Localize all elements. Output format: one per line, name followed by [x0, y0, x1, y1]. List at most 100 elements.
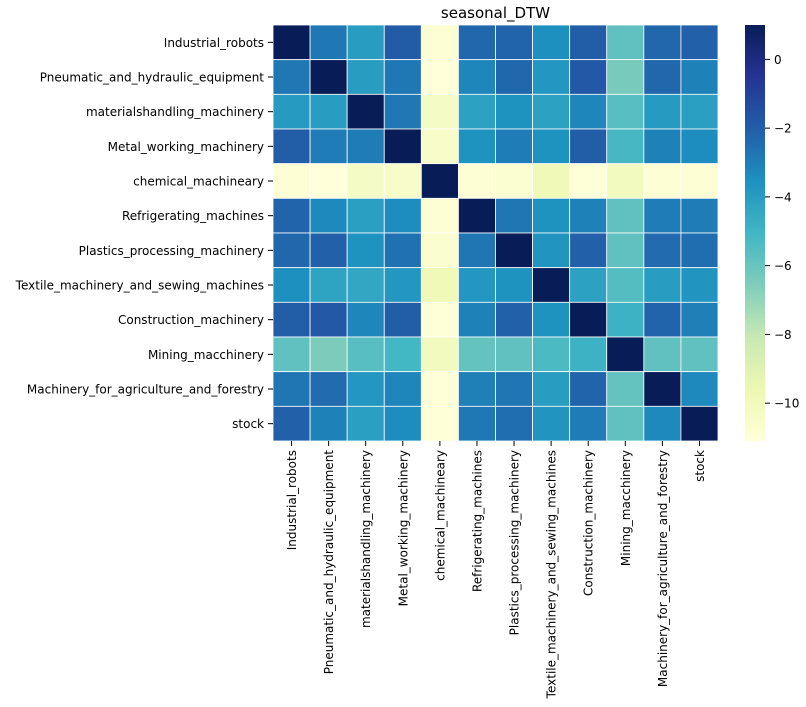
heatmap-cell: [458, 232, 496, 269]
heatmap-cell: [680, 301, 719, 338]
column-label: Machinery_for_agriculture_and_forestry: [656, 450, 670, 687]
heatmap-cell: [569, 163, 608, 199]
heatmap-cell: [606, 197, 645, 234]
heatmap-cell: [643, 197, 682, 234]
heatmap-cell: [680, 59, 719, 95]
heatmap-cell: [420, 267, 459, 303]
column-labels: Industrial_robots Pneumatic_and_hydraulic…: [285, 441, 707, 699]
heatmap-cell: [532, 24, 571, 61]
heatmap-cell: [309, 405, 348, 442]
colorbar-tick-label: −4: [774, 190, 792, 204]
heatmap-cell: [383, 405, 422, 442]
heatmap-cell: [272, 128, 311, 165]
heatmap-cell: [532, 93, 571, 130]
row-label: Pneumatic_and_hydraulic_equipment: [40, 71, 265, 85]
heatmap-cell: [346, 24, 385, 61]
heatmap-cell: [606, 163, 645, 199]
heatmap-cell: [458, 128, 496, 165]
heatmap-cell: [346, 232, 385, 269]
heatmap-cell: [346, 59, 385, 95]
colorbar-gradient: [745, 25, 765, 441]
colorbar-tick-label: −10: [774, 397, 799, 411]
heatmap-cell: [420, 197, 459, 234]
heatmap-cell: [346, 301, 385, 338]
heatmap-cell: [680, 267, 719, 303]
heatmap-cell: [420, 371, 459, 407]
heatmap-cell: [272, 232, 311, 269]
row-label: Textile_machinery_and_sewing_machines: [15, 279, 264, 293]
heatmap-cell: [532, 405, 571, 442]
heatmap-cell: [569, 59, 608, 95]
row-label: Metal_working_machinery: [108, 140, 264, 154]
heatmap-cell: [346, 336, 385, 373]
heatmap-cell: [346, 371, 385, 407]
heatmap-cell: [495, 59, 533, 95]
heatmap-cell: [680, 405, 719, 442]
heatmap-cell: [606, 301, 645, 338]
heatmap-cell: [643, 163, 682, 199]
heatmap-cell: [420, 301, 459, 338]
heatmap-cell: [309, 128, 348, 165]
row-label: Machinery_for_agriculture_and_forestry: [27, 383, 264, 397]
heatmap-cell: [643, 59, 682, 95]
heatmap-cell: [383, 371, 422, 407]
heatmap-cell: [606, 371, 645, 407]
heatmap-cell: [309, 163, 348, 199]
column-label: Construction_machinery: [582, 450, 596, 596]
heatmap-cell: [272, 301, 311, 338]
heatmap-cell: [680, 128, 719, 165]
heatmap-cell: [383, 301, 422, 338]
heatmap-cell: [643, 267, 682, 303]
heatmap-cell: [680, 93, 719, 130]
colorbar: 0 −2 −4 −6 −8 −10: [745, 25, 799, 441]
heatmap-cell: [495, 336, 533, 373]
heatmap-cell: [458, 371, 496, 407]
heatmap-cell: [383, 128, 422, 165]
heatmap-cell: [309, 267, 348, 303]
colorbar-tick-label: −6: [774, 259, 792, 273]
heatmap-cell: [420, 405, 459, 442]
colorbar-tick-label: −2: [774, 122, 792, 136]
heatmap-cell: [458, 336, 496, 373]
heatmap-cell: [383, 197, 422, 234]
heatmap-cell: [643, 371, 682, 407]
heatmap-cell: [680, 197, 719, 234]
heatmap-cell: [272, 197, 311, 234]
heatmap-cell: [532, 59, 571, 95]
heatmap-cell: [495, 232, 533, 269]
heatmap-cell: [272, 405, 311, 442]
heatmap-cell: [420, 232, 459, 269]
heatmap-cell: [272, 59, 311, 95]
row-label: Refrigerating_machines: [122, 209, 264, 223]
heatmap-cell: [495, 93, 533, 130]
heatmap-cell: [569, 371, 608, 407]
column-label: stock: [693, 450, 707, 482]
heatmap-cell: [309, 197, 348, 234]
heatmap-cell: [383, 59, 422, 95]
heatmap-cells: [272, 24, 719, 442]
heatmap-cell: [346, 163, 385, 199]
heatmap-cell: [495, 24, 533, 61]
column-label: Pneumatic_and_hydraulic_equipment: [322, 450, 336, 675]
heatmap-cell: [420, 163, 459, 199]
heatmap-cell: [458, 197, 496, 234]
heatmap-cell: [532, 301, 571, 338]
heatmap-cell: [420, 24, 459, 61]
heatmap-cell: [643, 405, 682, 442]
heatmap-cell: [272, 336, 311, 373]
heatmap-cell: [606, 59, 645, 95]
heatmap-cell: [309, 371, 348, 407]
column-label: Industrial_robots: [285, 450, 299, 550]
heatmap-cell: [606, 267, 645, 303]
heatmap-cell: [606, 336, 645, 373]
heatmap-cell: [383, 163, 422, 199]
heatmap-cell: [606, 232, 645, 269]
heatmap-cell: [495, 405, 533, 442]
row-labels: Industrial_robots Pneumatic_and_hydraulic…: [15, 36, 273, 431]
row-label: Plastics_processing_machinery: [79, 244, 264, 258]
column-label: Mining_macchinery: [619, 450, 633, 566]
heatmap-cell: [569, 232, 608, 269]
heatmap-cell: [532, 232, 571, 269]
heatmap-cell: [680, 336, 719, 373]
